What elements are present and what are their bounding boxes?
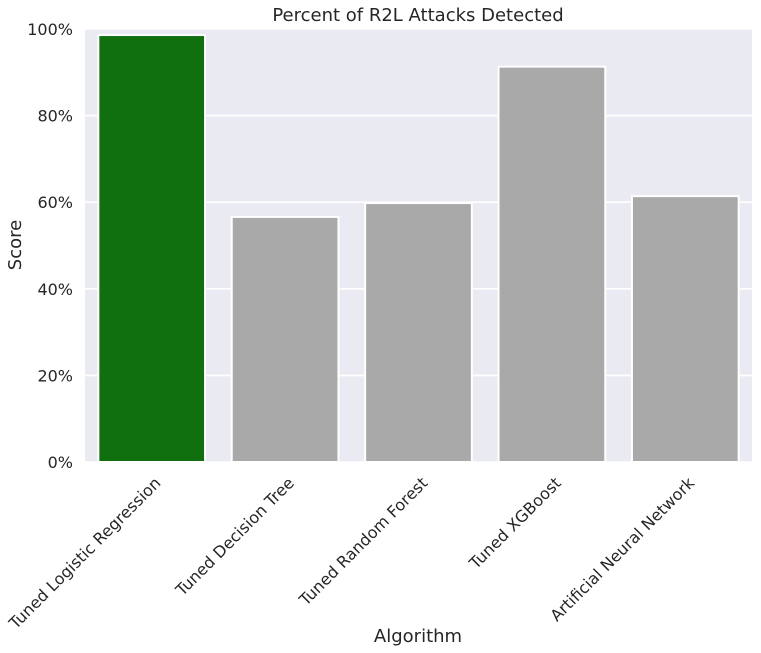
y-tick-label: 80% xyxy=(37,107,73,126)
bar xyxy=(230,215,340,463)
x-tick-label: Tuned Logistic Regression xyxy=(5,473,165,633)
x-tick-label: Tuned XGBoost xyxy=(465,473,565,573)
x-axis-label: Algorithm xyxy=(374,626,462,647)
chart-title: Percent of R2L Attacks Detected xyxy=(272,5,563,26)
y-tick-label: 100% xyxy=(27,20,73,39)
x-tick-label: Artificial Neural Network xyxy=(546,473,698,625)
y-tick-label: 60% xyxy=(37,193,73,212)
bar xyxy=(364,202,473,463)
bar xyxy=(630,195,740,463)
x-tick-label: Tuned Random Forest xyxy=(295,473,432,610)
y-tick-label: 40% xyxy=(37,280,73,299)
y-tick-labels: 0% 20% 40% 60% 80% 100% xyxy=(27,20,73,472)
x-tick-labels: Tuned Logistic Regression Tuned Decision … xyxy=(5,473,699,633)
bars xyxy=(97,34,740,464)
bar xyxy=(97,34,207,463)
bar xyxy=(497,65,607,464)
y-tick-label: 20% xyxy=(37,366,73,385)
y-axis-label: Score xyxy=(5,220,26,270)
x-tick-label: Tuned Decision Tree xyxy=(171,473,298,600)
y-tick-label: 0% xyxy=(48,453,73,472)
